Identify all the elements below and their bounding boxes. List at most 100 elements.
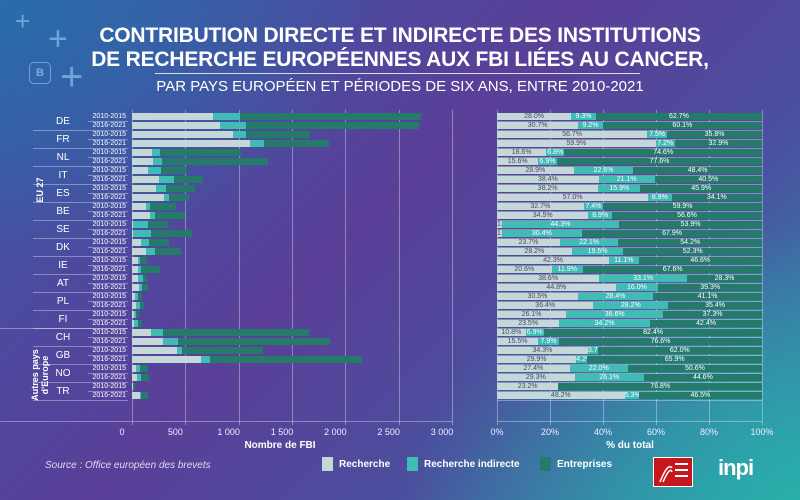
percent-label: 5.3% <box>625 392 639 399</box>
percent-label: 56.7% <box>497 131 647 138</box>
percent-label: 20.6% <box>497 266 552 273</box>
percent-label: 26.1% <box>575 374 644 381</box>
percent-label: 11.9% <box>552 266 584 273</box>
row-line <box>497 400 762 401</box>
percent-label: 35.4% <box>668 302 762 309</box>
percent-label: 34.5% <box>497 212 588 219</box>
percent-label: 8.9% <box>588 212 612 219</box>
percent-label: 44.8% <box>497 284 616 291</box>
percent-label: 7.2% <box>656 140 675 147</box>
percent-label: 26.1% <box>497 311 566 318</box>
percent-label: 62.7% <box>596 113 762 120</box>
percent-label: 28.3% <box>687 275 762 282</box>
percent-label: 19.5% <box>572 248 624 255</box>
percent-label: 15.9% <box>598 185 640 192</box>
percent-label: 50.6% <box>628 365 762 372</box>
percent-label: 56.6% <box>612 212 762 219</box>
percent-label: 30.7% <box>497 122 578 129</box>
percent-label: 7.4% <box>584 203 604 210</box>
legend-swatch-recherche-indirecte <box>407 457 418 471</box>
percent-label: 22.1% <box>560 239 619 246</box>
percent-label: 76.6% <box>559 338 762 345</box>
percent-label: 22.0% <box>570 365 628 372</box>
x-tick-label: 60% <box>636 427 676 437</box>
percent-label: 28.4% <box>578 293 653 300</box>
legend-item-recherche-indirecte: Recherche indirecte <box>407 457 520 471</box>
percent-label: 11.1% <box>609 257 638 264</box>
legend-label: Entreprises <box>557 459 612 470</box>
x-tick-label: 20% <box>530 427 570 437</box>
source-note: Source : Office européen des brevets <box>45 460 211 471</box>
percent-label: 28.9% <box>497 167 574 174</box>
epo-logo <box>653 457 693 487</box>
percent-label: 36.4% <box>497 302 593 309</box>
percent-label: 45.9% <box>640 185 762 192</box>
percent-label: 34.2% <box>559 320 650 327</box>
percent-label: 38.6% <box>497 275 599 282</box>
percent-label: 28.0% <box>497 113 571 120</box>
epo-swirl-icon <box>654 458 692 486</box>
x-tick-label: 100% <box>742 427 782 437</box>
percent-label: 23.2% <box>497 383 558 390</box>
percent-label: 3.7% <box>588 347 598 354</box>
percent-label: 62.0% <box>598 347 762 354</box>
x-axis-title: % du total <box>550 440 710 451</box>
percentage-chart: 0%20%40%60%80%100%% du total28.0%9.3%62.… <box>0 0 800 455</box>
percent-label: 35.8% <box>667 131 762 138</box>
percent-label: 27.4% <box>497 365 570 372</box>
percent-label: 59.9% <box>497 140 656 147</box>
percent-label: 34.1% <box>672 194 762 201</box>
percent-label: 48.2% <box>497 392 625 399</box>
percent-label: 60.1% <box>603 122 762 129</box>
percent-label: 41.1% <box>653 293 762 300</box>
percent-label: 18.6% <box>497 149 546 156</box>
percent-label: 42.3% <box>497 257 609 264</box>
percent-label: 32.7% <box>497 203 584 210</box>
legend-item-entreprises: Entreprises <box>540 457 612 471</box>
percent-label: 6.8% <box>546 149 564 156</box>
percent-label: 44.3% <box>502 221 619 228</box>
legend-label: Recherche indirecte <box>424 459 520 470</box>
percent-label: 15.5% <box>497 338 538 345</box>
percent-label: 53.9% <box>619 221 762 228</box>
legend-swatch-recherche <box>322 457 333 471</box>
percent-label: 74.6% <box>564 149 762 156</box>
legend-swatch-entreprises <box>540 457 551 471</box>
percent-label: 38.2% <box>497 185 598 192</box>
percent-label: 7.5% <box>647 131 667 138</box>
percent-label: 38.4% <box>497 176 599 183</box>
percent-label: 57.0% <box>497 194 648 201</box>
percent-label: 23.5% <box>497 320 559 327</box>
percent-label: 59.9% <box>603 203 762 210</box>
x-axis-line <box>497 421 762 422</box>
percent-label: 34.3% <box>497 347 588 354</box>
percent-label: 33.1% <box>599 275 687 282</box>
percent-label: 7.9% <box>538 338 559 345</box>
percent-label: 4.2% <box>576 356 587 363</box>
percent-label: 29.9% <box>497 356 576 363</box>
percent-label: 32.9% <box>675 140 762 147</box>
percent-label: 30.5% <box>497 293 578 300</box>
percent-label: 82.4% <box>544 329 762 336</box>
percent-label: 54.2% <box>618 239 762 246</box>
x-tick-label: 0% <box>477 427 517 437</box>
percent-label: 16.0% <box>616 284 658 291</box>
percent-label: 39.3% <box>658 284 762 291</box>
percent-label: 28.2% <box>593 302 668 309</box>
percent-label: 37.3% <box>663 311 762 318</box>
percent-label: 46.6% <box>639 257 762 264</box>
percent-label: 29.3% <box>497 374 575 381</box>
percent-label: 65.9% <box>587 356 762 363</box>
percent-label: 21.1% <box>599 176 655 183</box>
percent-label: 44.6% <box>644 374 762 381</box>
percent-label: 8.9% <box>648 194 672 201</box>
percent-label: 28.2% <box>497 248 572 255</box>
legend-item-recherche: Recherche <box>322 457 390 471</box>
percent-label: 36.6% <box>566 311 663 318</box>
x-tick-label: 40% <box>583 427 623 437</box>
percent-label: 67.9% <box>582 230 762 237</box>
percent-label: 42.4% <box>650 320 762 327</box>
percent-label: 52.3% <box>623 248 762 255</box>
percent-label: 48.4% <box>633 167 761 174</box>
inpi-logo: inpi <box>718 455 753 481</box>
